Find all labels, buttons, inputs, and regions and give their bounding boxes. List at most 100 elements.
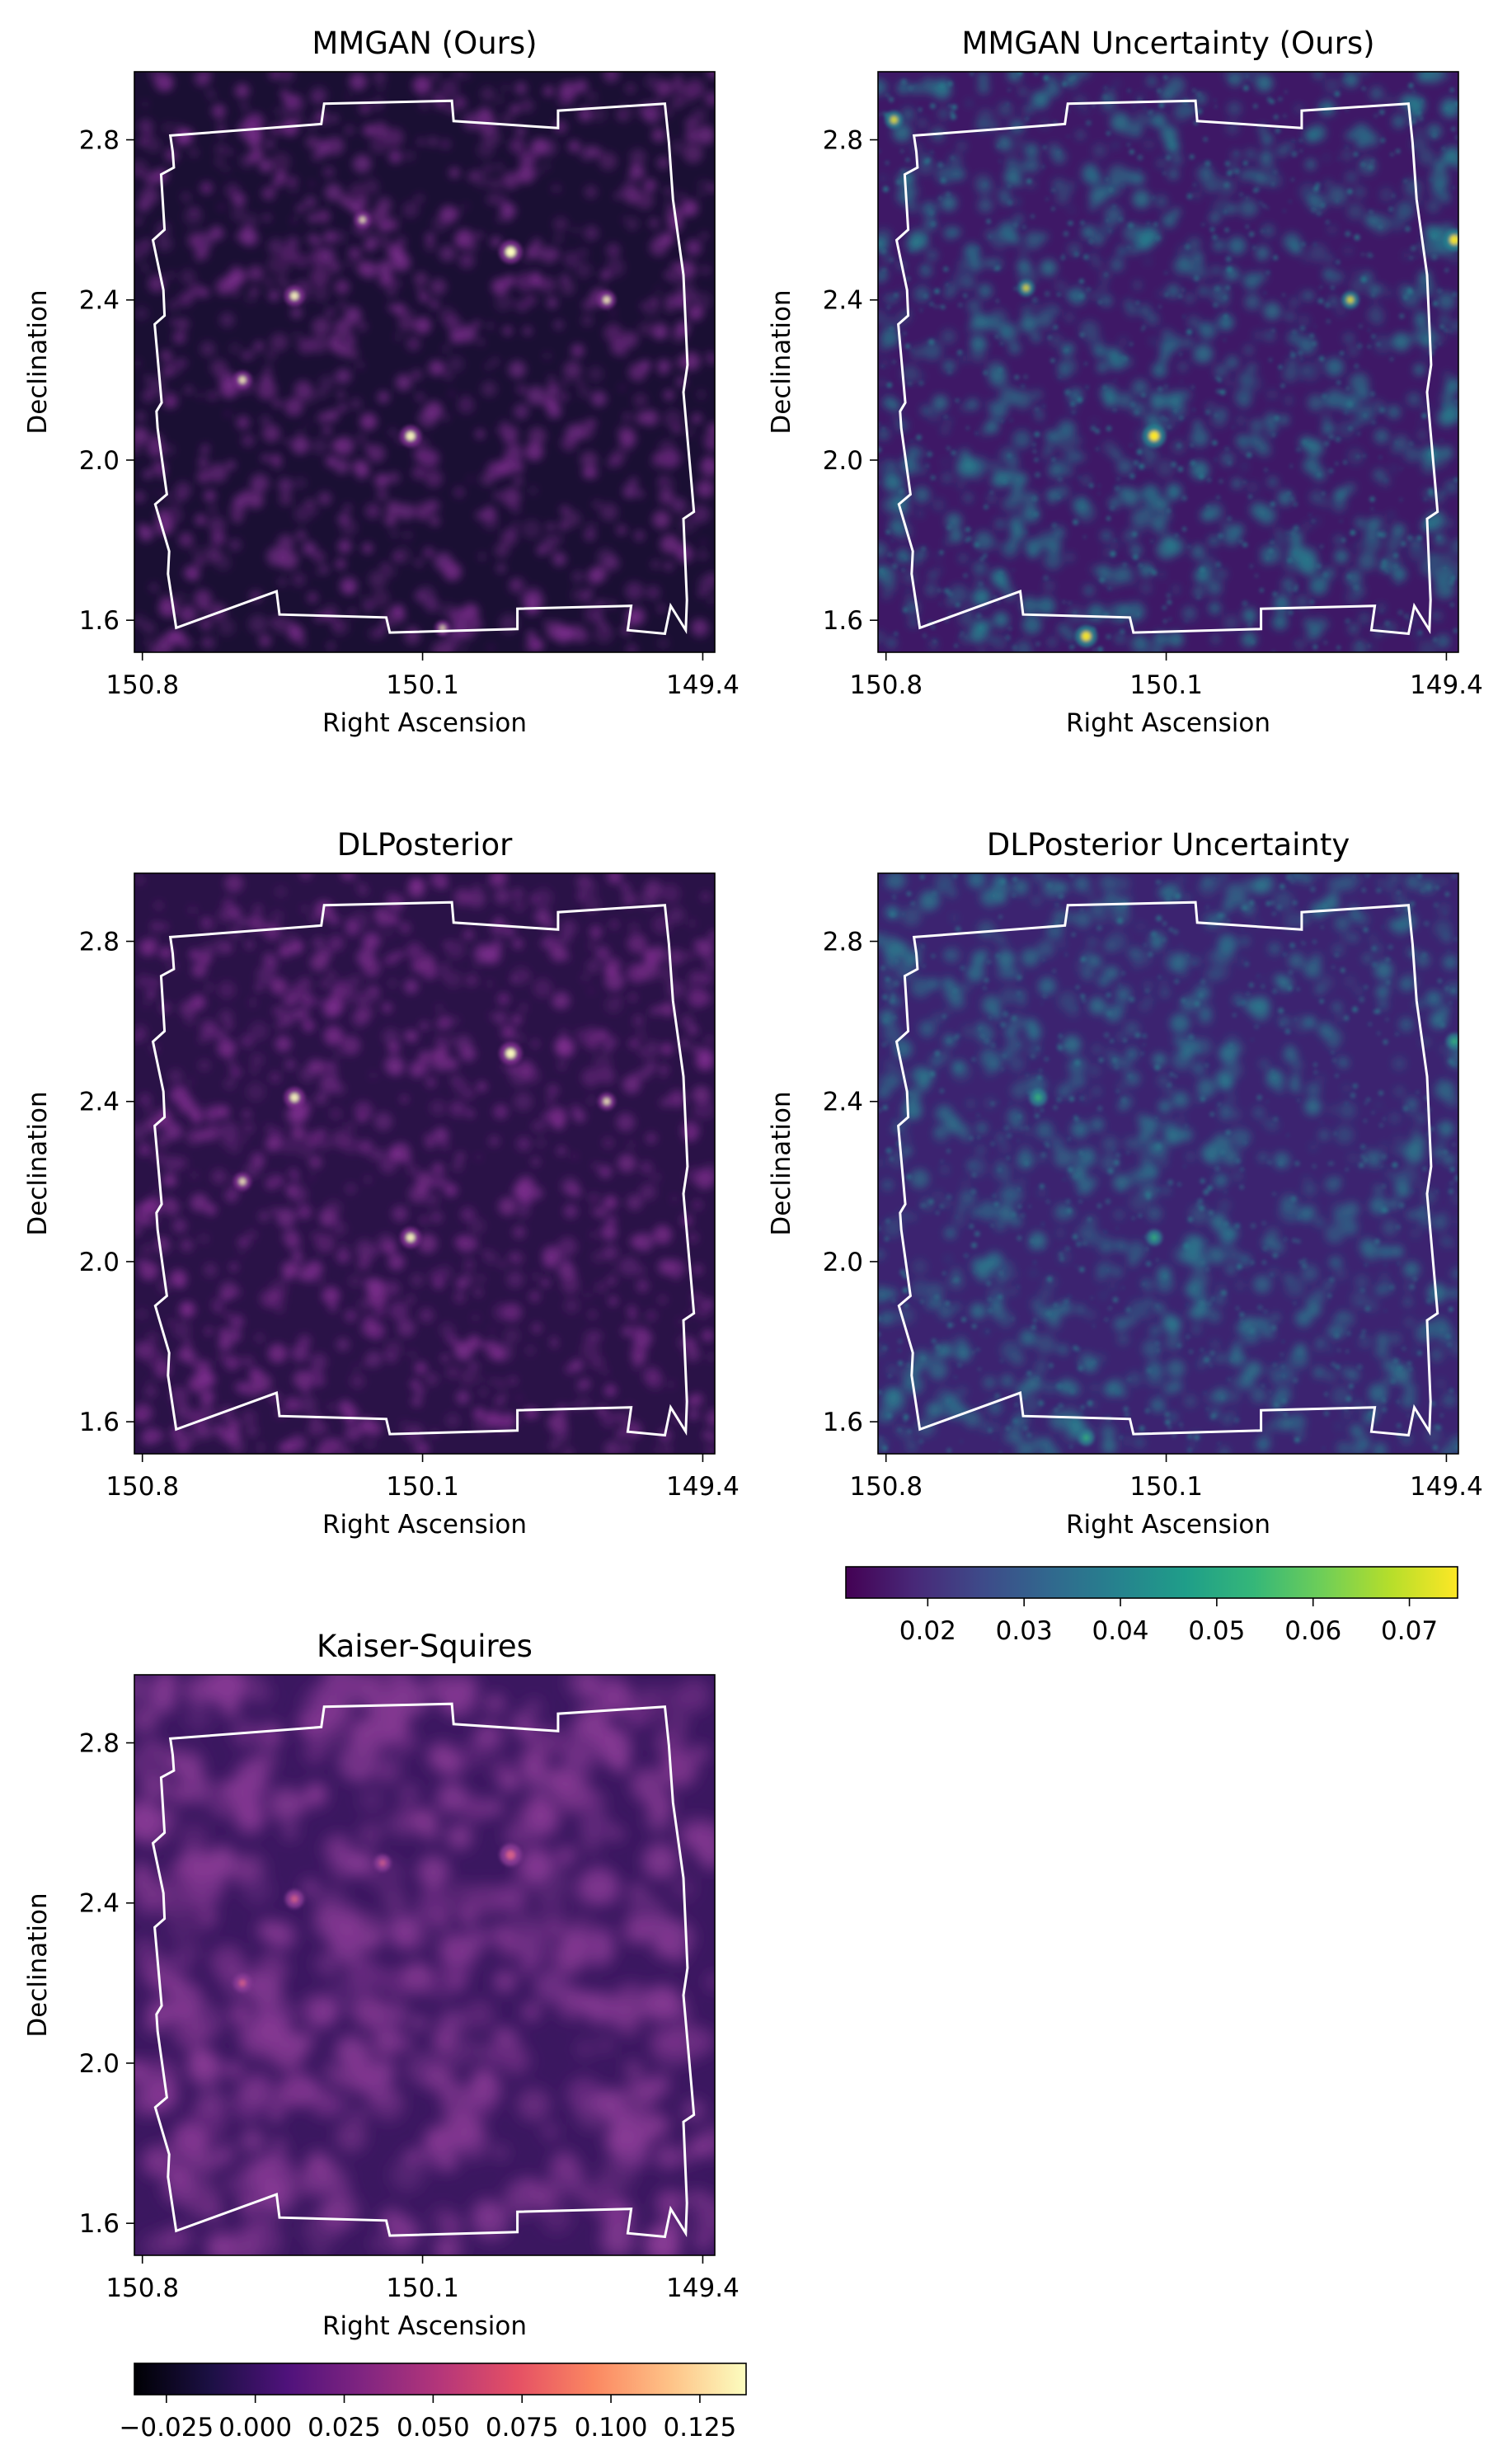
dlposterior-panel: DLPosterior 150.8 150.1 149.4 2.8 2.4 2.0 1.6 Ri… xyxy=(23,827,740,1540)
mmgan-uncertainty-axes-frame xyxy=(877,71,1459,653)
mmgan-uncertainty-title: MMGAN Uncertainty (Ours) xyxy=(961,26,1374,61)
mmgan-ytick-label-3: 1.6 xyxy=(79,606,120,636)
dlposterior-hotspot-4 xyxy=(603,1098,611,1105)
kaiser-squires-hotspots xyxy=(233,1844,522,1992)
dlposterior-ytick-label-3: 1.6 xyxy=(79,1408,120,1437)
mmgan-uncertainty-map-speckle xyxy=(878,72,1458,652)
mmgan-xtick-label-1: 150.1 xyxy=(386,670,459,700)
mmgan-hotspot-1 xyxy=(290,291,299,300)
dlposterior-hotspot-3 xyxy=(406,1233,416,1243)
kaiser-squires-xtick-label-2: 149.4 xyxy=(666,2273,740,2303)
mmgan-ytick-label-0: 2.8 xyxy=(79,126,120,156)
kaiser-squires-footprint-outline xyxy=(151,1702,696,2239)
dlposterior-uncertainty-colorbar-tick-label-1: 0.03 xyxy=(996,1616,1053,1646)
mmgan-xtick-label-0: 150.8 xyxy=(106,670,179,700)
kaiser-squires-colorbar-gradient xyxy=(134,2363,747,2396)
mmgan-uncertainty-ylabel: Declination xyxy=(767,289,796,434)
mmgan-uncertainty-hotspot-2 xyxy=(1081,632,1092,642)
mmgan-hotspot-4 xyxy=(603,296,611,304)
kaiser-squires-colorbar-tick-label-2: 0.025 xyxy=(308,2413,381,2443)
dlposterior-hotspot-2 xyxy=(238,1178,247,1186)
kaiser-squires-panel: Kaiser-Squires 150.8 150.1 149.4 2.8 2.4 2.0 1.… xyxy=(23,1629,740,2341)
mmgan-map xyxy=(134,72,715,652)
kaiser-squires-ylabel: Declination xyxy=(23,1892,53,2037)
dlposterior-uncertainty-axes-frame xyxy=(877,872,1459,1455)
mmgan-title: MMGAN (Ours) xyxy=(312,26,537,61)
dlposterior-uncertainty-ytick-label-1: 2.4 xyxy=(823,1088,863,1117)
dlposterior-uncertainty-hotspot-2 xyxy=(1082,1434,1090,1441)
mmgan-uncertainty-footprint-outline xyxy=(895,99,1439,636)
mmgan-hotspot-2 xyxy=(238,376,247,384)
dlposterior-uncertainty-ytick-label-3: 1.6 xyxy=(823,1408,863,1437)
mmgan-uncertainty-ytick-label-2: 2.0 xyxy=(823,446,863,476)
dlposterior-ytick-label-1: 2.4 xyxy=(79,1088,120,1117)
kaiser-squires-ytick-label-2: 2.0 xyxy=(79,2049,120,2079)
dlposterior-uncertainty-xtick-label-0: 150.8 xyxy=(849,1472,923,1502)
kaiser-squires-colorbar-tick-label-6: 0.125 xyxy=(664,2413,737,2443)
kaiser-squires-ytick-label-0: 2.8 xyxy=(79,1729,120,1759)
mmgan-hotspot-0 xyxy=(505,247,516,257)
dlposterior-hotspot-0 xyxy=(505,1048,516,1059)
mmgan-uncertainty-xlabel: Right Ascension xyxy=(1066,708,1270,738)
mmgan-uncertainty-hotspot-5 xyxy=(1022,284,1030,292)
mmgan-uncertainty-ytick-label-3: 1.6 xyxy=(823,606,863,636)
kaiser-squires-ytick-label-1: 2.4 xyxy=(79,1889,120,1919)
dlposterior-uncertainty-xtick-label-2: 149.4 xyxy=(1410,1472,1483,1502)
dlposterior-uncertainty-colorbar-tick-label-2: 0.04 xyxy=(1092,1616,1149,1646)
mmgan-xlabel: Right Ascension xyxy=(322,708,527,738)
dlposterior-uncertainty-colorbar-tick-label-5: 0.07 xyxy=(1381,1616,1438,1646)
mmgan-uncertainty-hotspots xyxy=(885,110,1458,647)
kaiser-squires-xlabel: Right Ascension xyxy=(322,2311,527,2341)
kaiser-squires-hotspot-2 xyxy=(238,1979,247,1987)
mmgan-ytick-label-1: 2.4 xyxy=(79,286,120,316)
kaiser-squires-axes-frame xyxy=(134,1674,716,2256)
kaiser-squires-colorbar-tick-label-5: 0.100 xyxy=(575,2413,648,2443)
dlposterior-uncertainty-colorbar-tick-label-3: 0.05 xyxy=(1188,1616,1245,1646)
dlposterior-title: DLPosterior xyxy=(337,827,513,863)
mmgan-map-texture xyxy=(134,72,715,652)
mmgan-hotspots xyxy=(233,212,616,637)
dlposterior-uncertainty-panel: DLPosterior Uncertainty 150.8 150.1 149.4 2.… xyxy=(767,827,1483,1540)
dlposterior-uncertainty-ylabel: Declination xyxy=(767,1091,796,1235)
mmgan-ytick-label-2: 2.0 xyxy=(79,446,120,476)
kaiser-squires-colorbar-tick-label-1: 0.000 xyxy=(218,2413,292,2443)
kaiser-squires-ytick-label-3: 1.6 xyxy=(79,2209,120,2239)
dlposterior-ylabel: Declination xyxy=(23,1091,53,1235)
mmgan-uncertainty-hotspot-4 xyxy=(1346,296,1355,303)
dlposterior-uncertainty-hotspot-3 xyxy=(1151,1234,1157,1241)
dlposterior-uncertainty-footprint-outline xyxy=(895,900,1439,1437)
dlposterior-uncertainty-ytick-label-2: 2.0 xyxy=(823,1248,863,1277)
kaiser-squires-colorbar-tick-label-0: −0.025 xyxy=(119,2413,214,2443)
mmgan-ylabel: Declination xyxy=(23,289,53,434)
dlposterior-ytick-label-2: 2.0 xyxy=(79,1248,120,1277)
dlposterior-uncertainty-title: DLPosterior Uncertainty xyxy=(987,827,1350,863)
dlposterior-xtick-label-2: 149.4 xyxy=(666,1472,740,1502)
mmgan-uncertainty-hotspot-1 xyxy=(1449,235,1458,245)
kaiser-squires-hotspot-1 xyxy=(290,1895,298,1903)
mmgan-uncertainty-hotspot-3 xyxy=(890,115,898,124)
dlposterior-uncertainty-hotspot-0 xyxy=(1034,1093,1042,1102)
mmgan-hotspot-6 xyxy=(439,625,446,632)
dlposterior-hotspots xyxy=(233,1041,616,1248)
mmgan-uncertainty-hotspot-0 xyxy=(1149,430,1159,441)
mmgan-hotspot-5 xyxy=(359,216,366,223)
dlposterior-xtick-label-0: 150.8 xyxy=(106,1472,179,1502)
mmgan-uncertainty-map xyxy=(878,72,1458,652)
kaiser-squires-xtick-label-1: 150.1 xyxy=(386,2273,459,2303)
kaiser-squires-title: Kaiser-Squires xyxy=(317,1629,533,1664)
dlposterior-uncertainty-hotspots xyxy=(1029,1032,1458,1446)
kaiser-squires-hotspot-3 xyxy=(379,1860,386,1867)
dlposterior-xlabel: Right Ascension xyxy=(322,1510,527,1540)
mmgan-axes-frame xyxy=(134,71,716,653)
dlposterior-footprint-outline xyxy=(151,900,696,1437)
kaiser-squires-map-texture xyxy=(134,1675,715,2255)
kaiser-squires-map xyxy=(134,1675,715,2255)
dlposterior-map xyxy=(134,873,715,1454)
dlposterior-uncertainty-colorbar-tick-label-4: 0.06 xyxy=(1284,1616,1341,1646)
dlposterior-hotspot-1 xyxy=(290,1093,299,1103)
dlposterior-uncertainty-colorbar: 0.02 0.03 0.04 0.05 0.06 0.07 xyxy=(845,1566,1458,1646)
dlposterior-uncertainty-colorbar-gradient xyxy=(845,1566,1458,1599)
mmgan-uncertainty-xtick-label-0: 150.8 xyxy=(849,670,923,700)
mmgan-uncertainty-panel: MMGAN Uncertainty (Ours) 150.8 150.1 149.4 2… xyxy=(767,26,1483,738)
